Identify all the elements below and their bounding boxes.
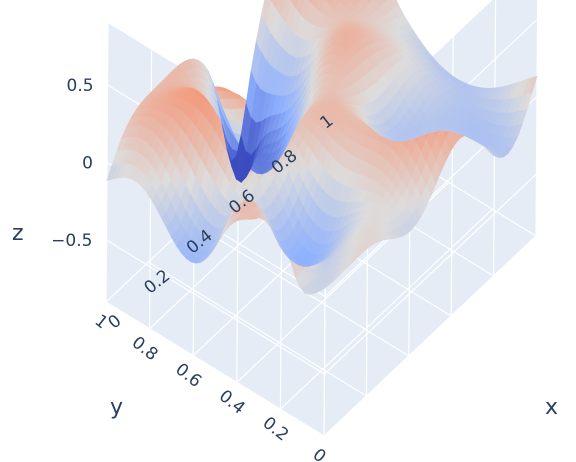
grid-y-floor-1 [279, 208, 493, 410]
grid-z-2 [106, 173, 537, 375]
grid-y-floor-0 [323, 235, 537, 437]
surface-cell [389, 0, 399, 9]
surface-cell [308, 0, 312, 3]
surface-cell [367, 0, 372, 4]
surface-cell [354, 0, 365, 14]
surface-cell [295, 0, 305, 15]
x-tick-label-0: 0 [104, 311, 125, 333]
y-tick-label-2: 0.4 [215, 386, 249, 418]
surface-mesh[interactable] [106, 0, 538, 295]
surface-cell [375, 0, 385, 9]
grid-x-floor-0 [105, 301, 325, 437]
grid-x-floor-1 [148, 261, 367, 397]
surface-cell [359, 0, 370, 10]
y-tick-label-0: 0 [309, 445, 330, 462]
y-tick-label-4: 0.8 [128, 333, 162, 365]
surface-cell [310, 0, 319, 9]
surface-cell [339, 0, 350, 8]
surface-cell [325, 0, 333, 6]
surface-cell [329, 0, 341, 10]
y-tick-label-3: 0.6 [171, 359, 205, 391]
surface-cell [260, 0, 272, 26]
surface-cell [270, 0, 279, 9]
surface-cell [368, 0, 380, 13]
z-tick-label-1: 0 [82, 154, 93, 174]
z-tick-label-0: 0.5 [67, 76, 94, 96]
surface-cell [300, 0, 311, 20]
surface-cell [289, 0, 292, 2]
z-axis-title: z [12, 221, 24, 246]
surface-cell [275, 0, 285, 17]
surface-cell [320, 0, 331, 17]
grid-x-floor-2 [190, 221, 410, 357]
surface-cell [339, 0, 341, 2]
surface-cell [290, 0, 298, 9]
surface-cell [315, 0, 326, 13]
x-axis-title: x [545, 395, 558, 420]
y-tick-label-1: 0.2 [259, 413, 293, 445]
surface-cell [349, 0, 360, 8]
y-axis-title: y [110, 395, 123, 420]
surface-cell [382, 0, 387, 3]
z-tick-label-2: −0.5 [51, 231, 92, 251]
